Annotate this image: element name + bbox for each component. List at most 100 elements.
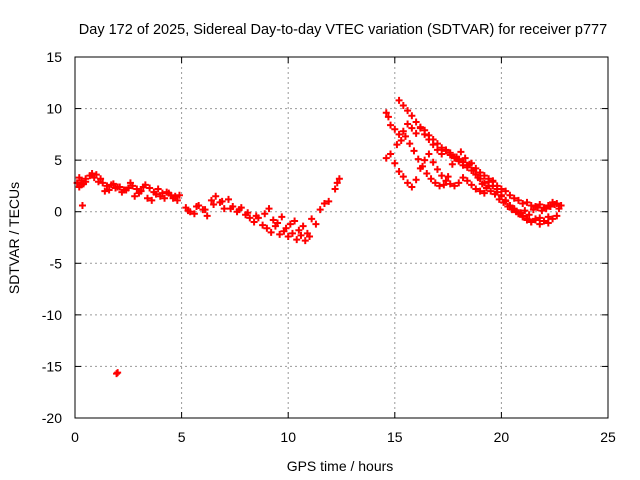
data-point	[109, 180, 117, 188]
data-point	[156, 192, 164, 200]
data-point	[502, 187, 510, 195]
data-point	[442, 177, 450, 185]
data-point	[126, 179, 134, 187]
data-point	[395, 130, 403, 138]
data-point	[412, 118, 420, 126]
data-point	[88, 170, 96, 178]
data-point	[207, 196, 215, 204]
data-point	[546, 203, 554, 211]
data-point	[325, 197, 333, 205]
data-point	[135, 189, 143, 197]
data-point	[448, 160, 456, 168]
data-point	[382, 109, 390, 117]
data-point	[265, 205, 273, 213]
data-point	[433, 140, 441, 148]
data-point	[497, 191, 505, 199]
data-point	[97, 175, 105, 183]
data-point	[133, 185, 141, 193]
data-point	[421, 156, 429, 164]
data-point	[161, 194, 169, 202]
data-point	[416, 124, 424, 132]
data-point	[113, 370, 121, 378]
data-point	[246, 214, 254, 222]
data-point	[459, 161, 467, 169]
data-point	[521, 207, 529, 215]
series-late-morning-rise	[184, 175, 343, 237]
data-point	[534, 204, 542, 212]
grid-lines	[75, 57, 608, 418]
data-point	[523, 198, 531, 206]
data-point	[549, 215, 557, 223]
data-point	[393, 141, 401, 149]
data-point	[122, 186, 130, 194]
data-point	[404, 179, 412, 187]
data-point	[261, 210, 269, 218]
data-point	[476, 169, 484, 177]
data-point	[175, 191, 183, 199]
data-point	[425, 150, 433, 158]
data-point	[269, 216, 277, 224]
data-point	[148, 196, 156, 204]
data-point	[544, 219, 552, 227]
data-point	[527, 202, 535, 210]
data-point	[267, 228, 275, 236]
data-point	[527, 218, 535, 226]
y-tick-label: -10	[42, 307, 62, 323]
data-point	[335, 175, 343, 183]
data-point	[193, 203, 201, 211]
data-point	[468, 181, 476, 189]
data-point	[423, 170, 431, 178]
data-point	[446, 180, 454, 188]
data-point	[404, 120, 412, 128]
data-point	[218, 197, 226, 205]
x-tick-label: 10	[280, 429, 296, 445]
data-point	[429, 158, 437, 166]
data-point	[382, 154, 390, 162]
data-point	[514, 196, 522, 204]
data-point	[173, 196, 181, 204]
data-point	[114, 183, 122, 191]
data-point	[419, 162, 427, 170]
y-tick-label: -20	[42, 410, 62, 426]
x-tick-label: 15	[387, 429, 403, 445]
data-point	[476, 187, 484, 195]
data-point	[491, 190, 499, 198]
data-point	[489, 177, 497, 185]
series-isolated-outliers	[78, 202, 122, 378]
data-point	[146, 184, 154, 192]
data-point	[384, 113, 392, 121]
data-point	[320, 199, 328, 207]
data-point	[438, 172, 446, 180]
data-point	[538, 207, 546, 215]
data-point	[118, 188, 126, 196]
data-point	[540, 217, 548, 225]
data-point	[78, 202, 86, 210]
data-point	[308, 215, 316, 223]
data-point	[220, 205, 228, 213]
data-point	[263, 224, 271, 232]
data-point	[184, 207, 192, 215]
data-point	[282, 224, 290, 232]
data-point	[414, 155, 422, 163]
data-point	[453, 153, 461, 161]
data-point	[431, 179, 439, 187]
data-point	[401, 132, 409, 140]
data-point	[244, 209, 252, 217]
data-point	[493, 185, 501, 193]
data-point	[399, 127, 407, 135]
data-point	[201, 206, 209, 214]
data-point	[143, 194, 151, 202]
data-point	[274, 219, 282, 227]
data-point	[465, 160, 473, 168]
data-point	[152, 190, 160, 198]
data-point	[82, 178, 90, 186]
data-point	[301, 237, 309, 245]
data-point	[412, 176, 420, 184]
data-point	[474, 174, 482, 182]
y-tick-label: 10	[46, 101, 62, 117]
data-point	[461, 154, 469, 162]
data-point	[190, 210, 198, 218]
data-point	[397, 137, 405, 145]
